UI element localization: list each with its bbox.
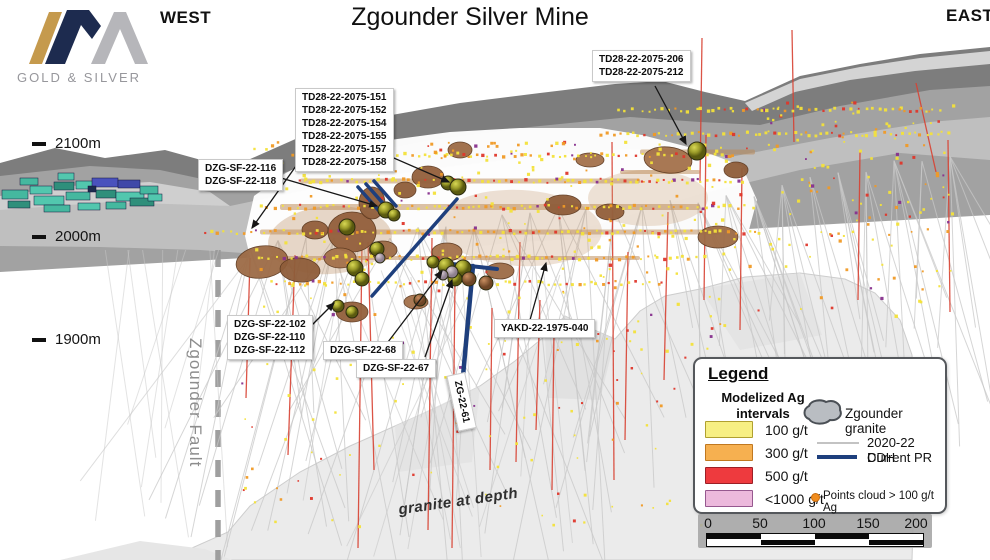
legend: Legend Modelized Ag intervals 100 g/t 30… bbox=[693, 357, 947, 514]
callout-td28-206-212: TD28-22-2075-206 TD28-22-2075-212 bbox=[592, 50, 691, 82]
callout-dzg-116-118: DZG-SF-22-116 DZG-SF-22-118 bbox=[198, 159, 284, 191]
callout-td28-group: TD28-22-2075-151 TD28-22-2075-152 TD28-22… bbox=[295, 88, 394, 172]
legend-subtitle: Modelized Ag intervals bbox=[721, 390, 805, 421]
elevation-tick bbox=[32, 141, 46, 146]
scale-bar: 0 50 100 150 200 bbox=[698, 514, 932, 548]
mineralized-zones bbox=[235, 141, 755, 323]
swatch-100 bbox=[705, 421, 753, 438]
scale-tick-200: 200 bbox=[904, 515, 928, 531]
scale-tick-0: 0 bbox=[704, 515, 712, 531]
elevation-tick bbox=[32, 234, 46, 239]
scale-tick-150: 150 bbox=[856, 515, 880, 531]
swatch-300 bbox=[705, 444, 753, 461]
logo-navy-bar bbox=[45, 10, 101, 64]
elevation-2000: 2000m bbox=[32, 228, 101, 245]
scale-tick-100: 100 bbox=[802, 515, 826, 531]
intercept-spheres bbox=[331, 141, 707, 319]
page-title: Zgounder Silver Mine bbox=[351, 3, 589, 31]
scale-bar-segments bbox=[706, 533, 924, 547]
callout-dzg-68: DZG-SF-22-68 bbox=[323, 341, 404, 360]
legend-title: Legend bbox=[708, 364, 769, 383]
stope-blocks bbox=[1, 172, 163, 213]
swatch-1000 bbox=[705, 490, 753, 507]
legend-ddh-label: 2020-22 DDH bbox=[867, 435, 915, 465]
east-label: EAST bbox=[946, 6, 990, 25]
points-cloud-dot bbox=[811, 493, 820, 502]
logo-gray-a bbox=[91, 12, 148, 64]
granite-icon bbox=[803, 399, 842, 425]
logo-gold-bar bbox=[29, 12, 62, 64]
fault-label: Zgounder Fault bbox=[186, 338, 205, 468]
legend-interval-500: 500 g/t bbox=[705, 467, 808, 484]
aya-logo bbox=[29, 10, 148, 64]
ddh-line-sample bbox=[817, 442, 859, 444]
legend-interval-1000: <1000 g/t bbox=[705, 490, 824, 507]
legend-interval-100: 100 g/t bbox=[705, 421, 808, 438]
scale-tick-50: 50 bbox=[752, 515, 768, 531]
logo-subtitle: GOLD & SILVER bbox=[17, 70, 142, 85]
callout-dzg-67: DZG-SF-22-67 bbox=[356, 359, 437, 378]
legend-pr-label: Current PR bbox=[867, 450, 933, 465]
elevation-1900: 1900m bbox=[32, 331, 101, 348]
callout-yakd: YAKD-22-1975-040 bbox=[494, 319, 596, 338]
callout-dzg-102-112: DZG-SF-22-102 DZG-SF-22-110 DZG-SF-22-112 bbox=[227, 315, 313, 360]
elevation-tick bbox=[32, 337, 46, 342]
swatch-500 bbox=[705, 467, 753, 484]
elevation-2100: 2100m bbox=[32, 135, 101, 152]
legend-interval-300: 300 g/t bbox=[705, 444, 808, 461]
west-label: WEST bbox=[160, 8, 212, 27]
legend-points-label: Points cloud > 100 g/t Ag bbox=[823, 490, 934, 514]
pr-line-sample bbox=[817, 455, 857, 459]
legend-granite-label: Zgounder granite bbox=[845, 406, 903, 436]
